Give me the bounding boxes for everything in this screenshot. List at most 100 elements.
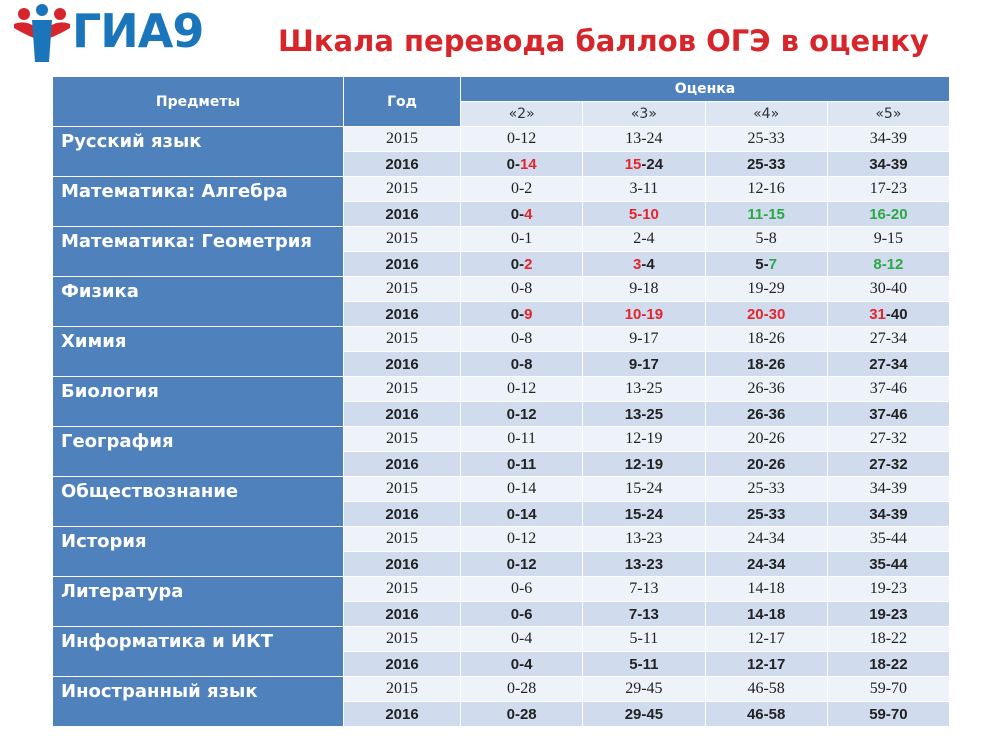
score-cell: 12-17 [704, 651, 828, 677]
year-row: Химия 2015 0-8 9-17 18-26 27-34 [52, 326, 951, 377]
year-row: 2016 0-4 5-11 12-17 18-22 [53, 651, 951, 677]
year-cell: 2016 [343, 401, 461, 427]
year-cell: 2015 [343, 626, 461, 652]
year-cell: 2015 [343, 426, 461, 452]
score-cell: 37-46 [826, 401, 951, 427]
score-cell: 0-1 [459, 226, 584, 252]
grade-row: «2» «3» «4» «5» [53, 101, 951, 127]
score-cell: 15-24 [582, 501, 706, 527]
subject-cell: Литература [52, 576, 344, 627]
score-cell: 5-11 [582, 651, 706, 677]
score-cell: 3-11 [582, 176, 706, 202]
year-row: Обществознание 2015 0-14 15-24 25-33 34-39 [52, 476, 951, 527]
score-cell: 14-18 [704, 601, 828, 627]
score-cell: 0-2 [459, 251, 584, 277]
score-cell: 12-17 [704, 626, 828, 652]
subject-cell: География [52, 426, 344, 477]
score-cell: 34-39 [826, 501, 951, 527]
score-cell: 35-44 [826, 526, 951, 552]
score-part: 20-30 [746, 305, 786, 323]
score-cell: 0-14 [459, 476, 584, 502]
subject-cell: Химия [52, 326, 344, 377]
score-cell: 13-25 [582, 376, 706, 402]
grade-label: «4» [704, 101, 828, 127]
year-cell: 2016 [343, 251, 461, 277]
score-part: 4 [524, 205, 533, 223]
year-cell: 2015 [343, 126, 461, 152]
year-cell: 2016 [343, 651, 461, 677]
score-cell: 8-12 [826, 251, 951, 277]
score-cell: 3-4 [582, 251, 706, 277]
subject-cell: Математика: Геометрия [52, 226, 344, 277]
subject-header: Предметы [52, 76, 344, 127]
score-cell: 0-4 [459, 651, 584, 677]
score-cell: 0-8 [459, 326, 584, 352]
subject-cell: История [52, 526, 344, 577]
page-title: Шкала перевода баллов ОГЭ в оценку [278, 24, 929, 58]
score-cell: 9-17 [582, 351, 706, 377]
score-cell: 46-58 [704, 701, 828, 727]
score-cell: 24-34 [704, 551, 828, 577]
score-cell: 0-12 [459, 401, 584, 427]
year-cell: 2016 [343, 601, 461, 627]
score-cell: 12-19 [582, 426, 706, 452]
score-cell: 0-14 [459, 501, 584, 527]
score-cell: 31-40 [826, 301, 951, 327]
year-cell: 2016 [343, 351, 461, 377]
score-cell: 13-25 [582, 401, 706, 427]
header-row: Предметы Год Оценка [52, 76, 950, 127]
score-cell: 29-45 [582, 701, 706, 727]
score-cell: 0-8 [459, 276, 584, 302]
score-cell: 0-9 [459, 301, 584, 327]
score-cell: 0-14 [459, 151, 584, 177]
score-cell: 26-36 [704, 401, 828, 427]
year-row: Информатика и ИКТ 2015 0-4 5-11 12-17 18-22 [52, 626, 951, 677]
grade-header: Оценка [460, 76, 950, 102]
score-cell: 20-26 [704, 451, 828, 477]
score-cell: 12-19 [582, 451, 706, 477]
year-row: Математика: Алгебра 2015 0-2 3-11 12-16 17-23 [52, 176, 951, 227]
year-row: Биология 2015 0-12 13-25 26-36 37-46 [52, 376, 951, 427]
score-cell: 13-24 [582, 126, 706, 152]
year-row: Иностранный язык 2015 0-28 29-45 46-58 59-70 [52, 676, 951, 727]
score-cell: 11-15 [704, 201, 828, 227]
year-row: 2016 0-9 10-19 20-30 31-40 [53, 301, 951, 327]
year-cell: 2015 [343, 676, 461, 702]
year-cell: 2016 [343, 201, 461, 227]
score-part: 14 [519, 155, 537, 173]
score-cell: 18-26 [704, 351, 828, 377]
score-cell: 5-8 [704, 226, 828, 252]
year-cell: 2015 [343, 376, 461, 402]
score-cell: 19-29 [704, 276, 828, 302]
grade-label: «5» [826, 101, 951, 127]
score-cell: 59-70 [826, 701, 951, 727]
score-cell: 12-16 [704, 176, 828, 202]
year-cell: 2016 [343, 501, 461, 527]
score-cell: 9-18 [582, 276, 706, 302]
year-cell: 2015 [343, 176, 461, 202]
score-cell: 34-39 [826, 126, 951, 152]
score-cell: 46-58 [704, 676, 828, 702]
score-part: 2 [524, 255, 533, 273]
year-row: Русский язык 2015 0-12 13-24 25-33 34-39 [52, 126, 951, 177]
score-cell: 0-11 [459, 451, 584, 477]
year-row: География 2015 0-11 12-19 20-26 27-32 [52, 426, 951, 477]
score-cell: 27-34 [826, 351, 951, 377]
year-row: 2016 0-28 29-45 46-58 59-70 [53, 701, 951, 727]
score-cell: 0-12 [459, 551, 584, 577]
score-cell: 24-34 [704, 526, 828, 552]
year-cell: 2015 [343, 476, 461, 502]
score-cell: 27-34 [826, 326, 951, 352]
year-row: Математика: Геометрия 2015 0-1 2-4 5-8 9-15 [52, 226, 951, 277]
year-cell: 2016 [343, 701, 461, 727]
score-cell: 20-26 [704, 426, 828, 452]
score-cell: 5-10 [582, 201, 706, 227]
score-cell: 17-23 [826, 176, 951, 202]
subject-cell: Физика [52, 276, 344, 327]
year-row: Литература 2015 0-6 7-13 14-18 19-23 [52, 576, 951, 627]
year-row: 2016 0-2 3-4 5-7 8-12 [53, 251, 951, 277]
score-cell: 26-36 [704, 376, 828, 402]
score-cell: 0-28 [459, 676, 584, 702]
score-cell: 35-44 [826, 551, 951, 577]
score-part: 31 [869, 305, 886, 323]
